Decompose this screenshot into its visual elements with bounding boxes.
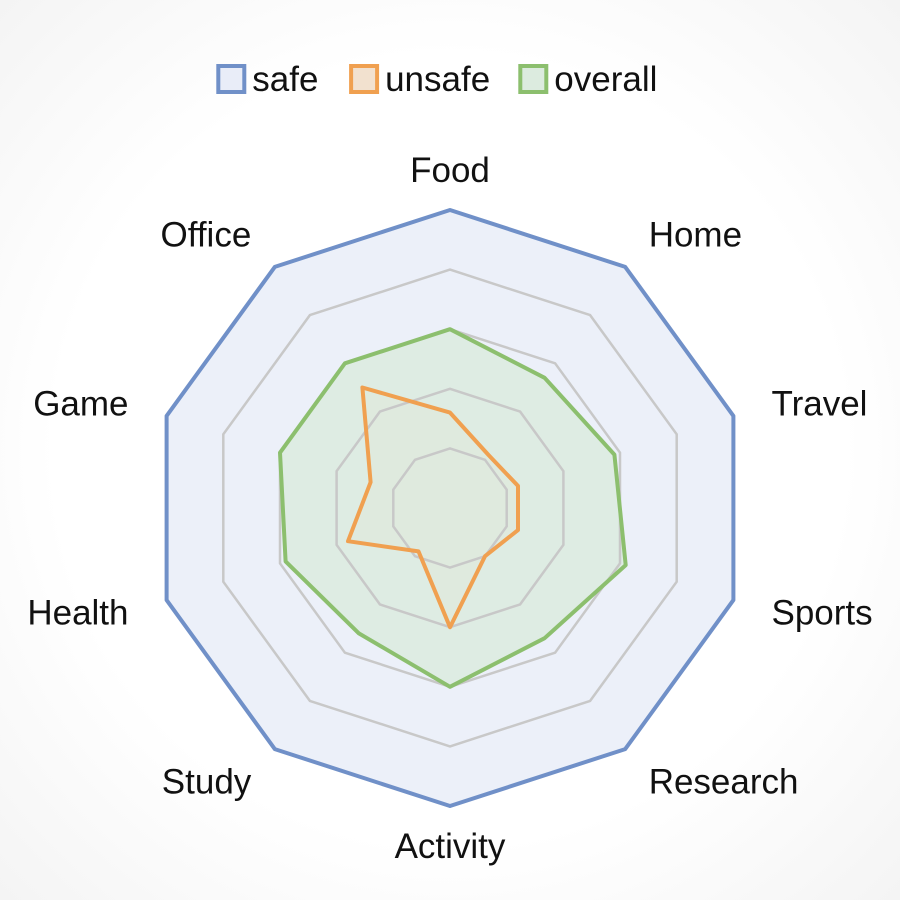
axis-labels: Food Home Travel Sports Research Activity Stud…	[27, 151, 872, 866]
legend-label-unsafe: unsafe	[385, 60, 490, 99]
axis-label-home: Home	[649, 216, 742, 255]
axis-label-study: Study	[162, 762, 252, 801]
axis-label-office: Office	[161, 216, 252, 255]
axis-label-sports: Sports	[772, 593, 873, 632]
legend-swatch-safe	[216, 64, 247, 94]
legend-swatch-unsafe	[349, 64, 380, 94]
legend-label-overall: overall	[554, 60, 657, 99]
axis-label-food: Food	[410, 151, 490, 190]
series-line-safe	[164, 208, 736, 808]
axis-label-research: Research	[649, 762, 799, 801]
axis-label-activity: Activity	[395, 827, 506, 866]
legend: safe unsafe overall	[216, 60, 657, 99]
legend-swatch-overall	[518, 64, 549, 94]
gridline-4	[222, 268, 678, 748]
axis-label-game: Game	[33, 385, 128, 424]
series-line-unsafe	[346, 385, 520, 630]
series-line-overall	[278, 327, 628, 689]
gridline-1	[392, 447, 508, 569]
axis-label-health: Health	[27, 593, 128, 632]
legend-label-safe: safe	[252, 60, 318, 99]
axis-label-travel: Travel	[772, 385, 868, 424]
series-lines	[164, 208, 736, 808]
